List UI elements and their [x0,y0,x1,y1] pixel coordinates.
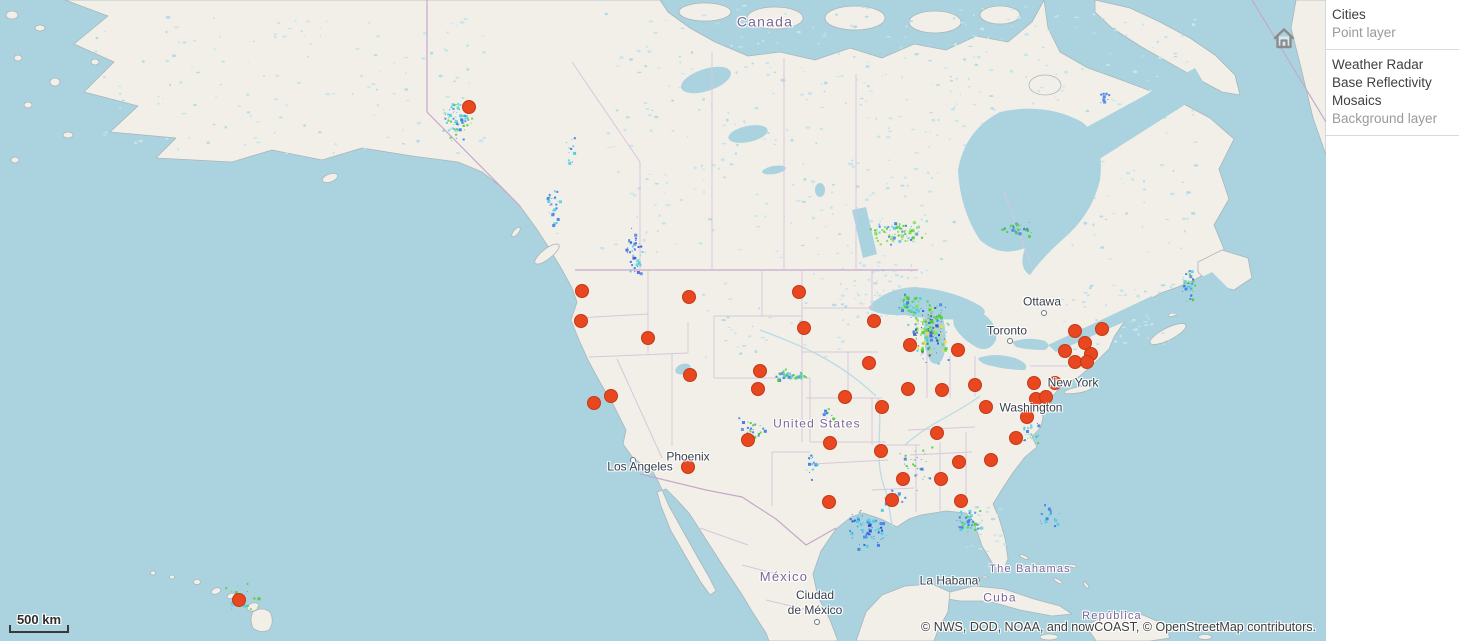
city-point[interactable] [1039,390,1053,404]
city-point[interactable] [683,368,697,382]
city-point[interactable] [823,436,837,450]
city-point[interactable] [984,453,998,467]
zoom-home-button[interactable] [1269,24,1299,54]
city-point[interactable] [232,593,246,607]
map-attribution: © NWS, DOD, NOAA, and nowCOAST, © OpenSt… [921,620,1316,634]
city-point[interactable] [903,338,917,352]
layer-subtitle: Point layer [1332,25,1396,40]
city-point[interactable] [681,460,695,474]
city-point[interactable] [874,444,888,458]
city-point[interactable] [1058,344,1072,358]
layer-item-cities[interactable]: Cities Point layer [1326,0,1459,49]
basemap [5,0,1326,641]
layer-title: Cities [1332,7,1366,22]
city-point[interactable] [954,494,968,508]
layer-subtitle: Background layer [1332,111,1438,126]
city-point[interactable] [896,472,910,486]
city-point[interactable] [682,290,696,304]
city-point[interactable] [862,356,876,370]
layer-title: Weather Radar Base Reflectivity Mosaics [1332,57,1432,108]
city-point[interactable] [1020,410,1034,424]
city-point[interactable] [901,382,915,396]
city-point[interactable] [1095,322,1109,336]
scale-bar-bracket [9,625,69,633]
city-point[interactable] [587,396,601,410]
city-points-layer [232,100,1109,607]
city-point[interactable] [1068,324,1082,338]
city-point[interactable] [885,493,899,507]
city-point[interactable] [875,400,889,414]
map-view[interactable]: Canada United States México Cuba The Bahamas… [0,0,1326,641]
scale-bar-label: 500 km [16,612,62,627]
rivers [759,329,981,528]
city-point[interactable] [641,331,655,345]
layer-divider [1326,49,1459,50]
city-point[interactable] [930,426,944,440]
layers-panel: Cities Point layer Weather Radar Base Re… [1326,0,1459,641]
city-point[interactable] [574,314,588,328]
city-point[interactable] [1027,376,1041,390]
city-point[interactable] [979,400,993,414]
city-point[interactable] [1009,431,1023,445]
city-point[interactable] [753,364,767,378]
radar-overlay [225,92,1197,611]
city-point[interactable] [934,472,948,486]
city-point[interactable] [951,343,965,357]
scale-bar: 500 km [6,612,76,633]
city-point[interactable] [867,314,881,328]
city-point[interactable] [751,382,765,396]
home-icon [1273,28,1295,49]
city-point[interactable] [968,378,982,392]
city-point[interactable] [1048,376,1062,390]
city-point[interactable] [822,495,836,509]
city-point[interactable] [462,100,476,114]
layer-item-weather-radar[interactable]: Weather Radar Base Reflectivity Mosaics … [1326,50,1459,135]
city-point[interactable] [1080,355,1094,369]
city-point[interactable] [797,321,811,335]
city-point[interactable] [741,433,755,447]
city-point[interactable] [935,383,949,397]
city-point[interactable] [575,284,589,298]
city-point[interactable] [604,389,618,403]
layer-divider [1326,135,1459,136]
city-point[interactable] [792,285,806,299]
city-point[interactable] [838,390,852,404]
city-point[interactable] [952,455,966,469]
